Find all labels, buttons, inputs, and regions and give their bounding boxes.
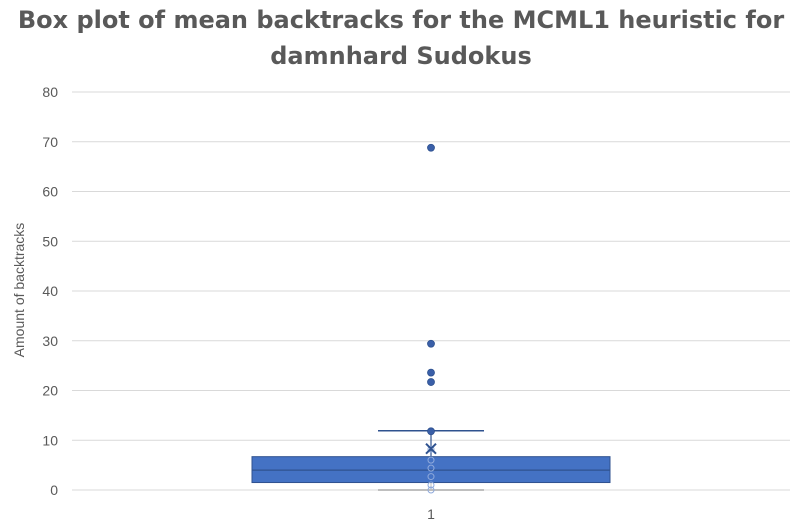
gridlines [72, 91, 790, 491]
y-tick-label: 60 [42, 184, 58, 200]
outlier-point [427, 339, 435, 348]
y-tick-label: 0 [50, 482, 58, 498]
y-tick-label: 80 [42, 84, 58, 100]
y-tick-label: 20 [42, 383, 58, 399]
y-axis-title: Amount of backtracks [11, 223, 27, 358]
inner-data-point [427, 464, 435, 472]
y-tick-label: 30 [42, 333, 58, 349]
outlier-point [427, 143, 435, 152]
chart-title-line-2: damnhard Sudokus [270, 42, 532, 70]
inner-data-point [427, 445, 435, 453]
y-axis-tick-labels: 0 10 20 30 40 50 60 70 80 [42, 84, 58, 498]
y-tick-label: 50 [42, 233, 58, 249]
outlier-point [427, 368, 435, 377]
mean-marker [425, 442, 437, 455]
y-tick-label: 10 [42, 432, 58, 448]
y-tick-label: 70 [42, 134, 58, 150]
inner-data-point [427, 486, 435, 494]
x-tick-label: 1 [427, 506, 435, 522]
chart-title-line-1: Box plot of mean backtracks for the MCML… [18, 6, 784, 34]
whisker-point [427, 427, 435, 436]
box-plot-series [251, 143, 611, 494]
x-axis-tick-labels: 1 [427, 506, 435, 522]
inner-data-point [427, 481, 435, 489]
y-tick-label: 40 [42, 283, 58, 299]
inner-data-point [427, 473, 435, 481]
inner-data-point [427, 456, 435, 464]
outlier-point [427, 378, 435, 386]
